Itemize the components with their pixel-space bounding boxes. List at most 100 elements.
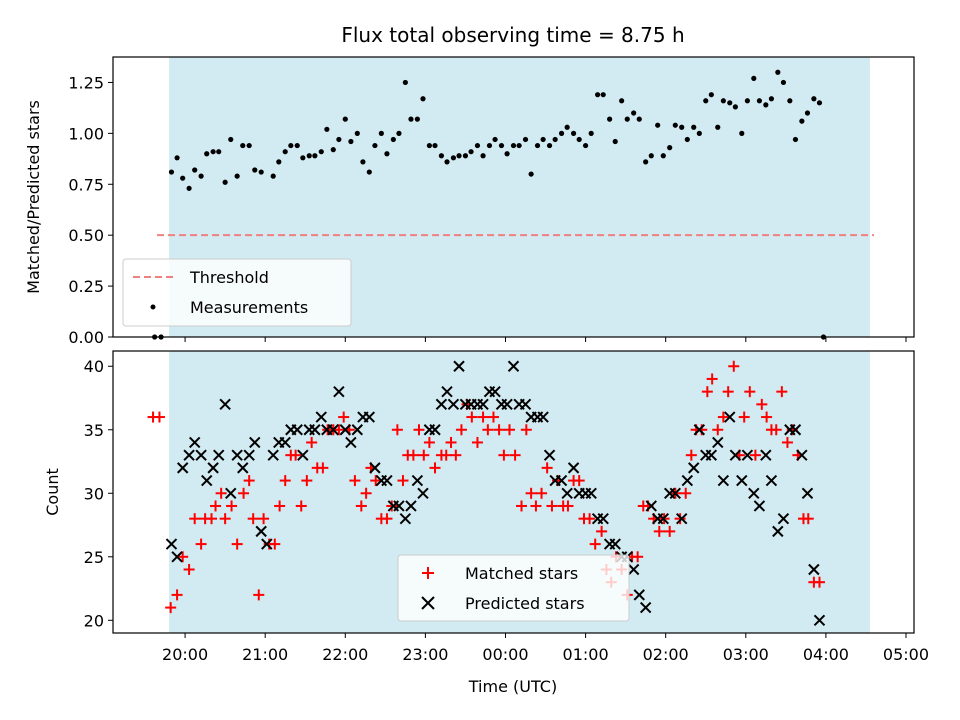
measurement-point (474, 142, 481, 149)
matched-star-point (701, 386, 713, 398)
matched-star-point (770, 424, 782, 436)
matched-star-point (231, 538, 243, 550)
measurement-point (414, 116, 420, 122)
top-legend: Threshold Measurements (122, 258, 352, 327)
predicted-star-point (333, 385, 345, 398)
measurement-point (288, 142, 294, 149)
matched-star-point (295, 500, 307, 512)
measurement-point (306, 153, 312, 159)
predicted-star-point (501, 398, 513, 411)
matched-star-point (712, 424, 724, 436)
measurement-point (763, 102, 769, 108)
measurement-point (667, 145, 673, 151)
predicted-star-point (657, 512, 669, 525)
matched-star-point (171, 589, 183, 601)
top-x-ticks (184, 337, 907, 342)
bottom-y-ticks: 20 25 30 35 40 (84, 357, 113, 630)
predicted-star-point (195, 449, 207, 461)
bottom-legend: Matched stars Predicted stars (397, 554, 630, 622)
measurement-point (727, 100, 733, 106)
matched-star-point (756, 398, 768, 410)
matched-star-point (455, 424, 467, 436)
predicted-star-point (705, 449, 718, 461)
measurement-point (270, 173, 276, 179)
measurement-point (252, 167, 258, 173)
matched-star-point (680, 487, 692, 499)
predicted-star-point (219, 398, 231, 411)
predicted-star-point (567, 462, 580, 474)
measurement-point (390, 136, 396, 143)
matched-star-point (210, 500, 222, 512)
matched-star-point (333, 424, 345, 436)
x-tick-label: 21:00 (242, 645, 288, 664)
predicted-star-point (489, 385, 501, 398)
predicted-star-point (813, 614, 826, 627)
measurement-point (360, 159, 366, 165)
measurement-point (799, 118, 805, 124)
measurement-point (582, 142, 589, 149)
measurement-point (739, 130, 745, 136)
predicted-star-point (405, 500, 417, 512)
matched-star-point (355, 500, 367, 512)
measurement-point (444, 159, 450, 165)
measurement-point (300, 155, 306, 161)
measurement-point (372, 142, 378, 149)
y-tick-label: 0.50 (68, 226, 104, 245)
measurement-point (703, 98, 709, 104)
measurement-point (528, 171, 534, 177)
matched-star-point (445, 436, 457, 448)
matched-star-point (632, 551, 644, 563)
measurement-point (456, 153, 462, 159)
matched-star-point (589, 538, 601, 550)
measurement-point (354, 130, 360, 136)
matched-star-point (802, 513, 814, 525)
matched-star-point (219, 513, 231, 525)
predicted-star-point (441, 385, 453, 398)
measurement-point (708, 92, 714, 98)
predicted-star-point (291, 424, 303, 436)
measurement-point (756, 98, 763, 104)
matched-star-point (238, 487, 250, 499)
x-tick-label: 04:00 (803, 645, 849, 664)
measurement-point (276, 159, 282, 165)
predicted-star-point (772, 525, 784, 538)
bottom-legend-box (397, 554, 630, 622)
x-tick-label: 00:00 (482, 645, 528, 664)
predicted-star-point (231, 449, 243, 461)
predicted-star-point (736, 474, 748, 487)
matched-star-point (530, 500, 542, 512)
matched-star-point (418, 449, 430, 461)
measurement-point (684, 136, 690, 143)
matched-star-point (206, 513, 218, 525)
measurement-point (564, 124, 570, 130)
y-tick-label: 0.25 (68, 277, 104, 296)
matched-star-point (195, 538, 207, 550)
predicted-star-point (633, 589, 645, 601)
legend-matched-label: Matched stars (465, 564, 578, 583)
y-tick-label: 1.25 (68, 73, 104, 92)
legend-threshold-label: Threshold (189, 268, 269, 287)
matched-star-point (279, 475, 291, 487)
measurement-point (180, 175, 186, 181)
measurement-point (691, 124, 697, 130)
predicted-star-point (597, 512, 609, 525)
predicted-star-point (688, 462, 700, 474)
matched-star-point (541, 462, 553, 474)
predicted-star-point (753, 500, 766, 512)
measurement-point (258, 169, 264, 175)
predicted-star-point (339, 424, 351, 436)
measurement-point (534, 142, 541, 149)
matched-star-point (525, 487, 537, 499)
measurement-point (720, 98, 726, 104)
measurement-point (607, 116, 613, 122)
matched-star-point (761, 411, 773, 423)
predicted-star-point (765, 474, 778, 487)
bottom-panel: 20 25 30 35 40 20:00 21:00 22:00 23:00 00:00 01:0… (43, 350, 929, 696)
measurement-point (282, 149, 288, 155)
y-tick-label: 0.75 (68, 175, 104, 194)
matched-star-point (301, 475, 313, 487)
matched-star-point (423, 436, 435, 448)
measurement-point (516, 142, 522, 149)
predicted-star-point (717, 474, 730, 487)
measurement-point (540, 136, 546, 143)
